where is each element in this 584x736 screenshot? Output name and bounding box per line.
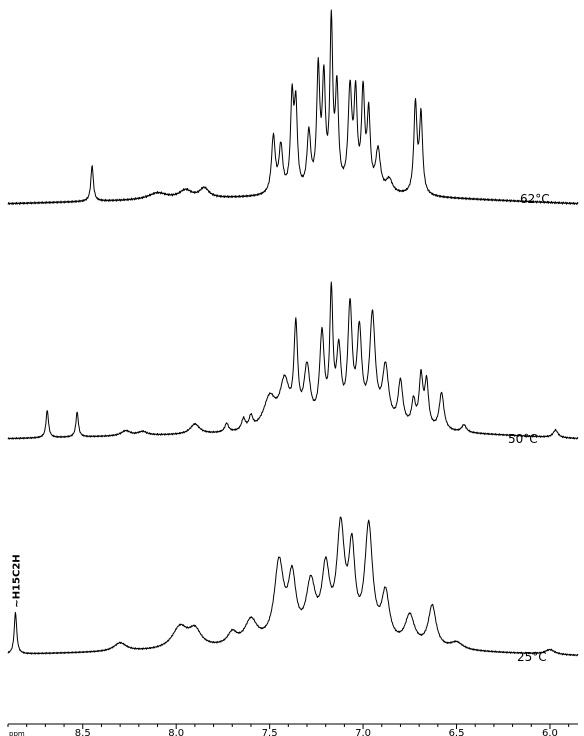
spectrum-trace-50c [7, 281, 579, 440]
x-axis-unit-label: ppm [9, 730, 25, 736]
x-axis: 8.5 8.0 7.5 7.0 6.5 6.0 ppm [7, 723, 578, 736]
series-label: 25°C [517, 650, 547, 664]
x-tick-label: 8.5 [75, 728, 91, 736]
x-ticks [7, 724, 570, 729]
x-tick-label: 6.5 [449, 728, 465, 736]
x-tick-labels: 8.5 8.0 7.5 7.0 6.5 6.0 [75, 728, 558, 736]
series-labels: 62°C 50°C 25°C [508, 192, 550, 664]
spectra-traces [7, 9, 579, 657]
peak-annotation: ~H15C2H [11, 554, 22, 607]
spectrum-trace-62c [7, 9, 579, 205]
series-label: 62°C [520, 192, 550, 206]
spectrum-trace-25c [7, 516, 579, 657]
x-tick-label: 7.0 [355, 728, 371, 736]
series-label: 50°C [508, 432, 538, 446]
x-tick-label: 6.0 [542, 728, 558, 736]
x-tick-label: 7.5 [262, 728, 278, 736]
x-tick-label: 8.0 [168, 728, 184, 736]
annotations: ~H15C2H [11, 554, 22, 607]
